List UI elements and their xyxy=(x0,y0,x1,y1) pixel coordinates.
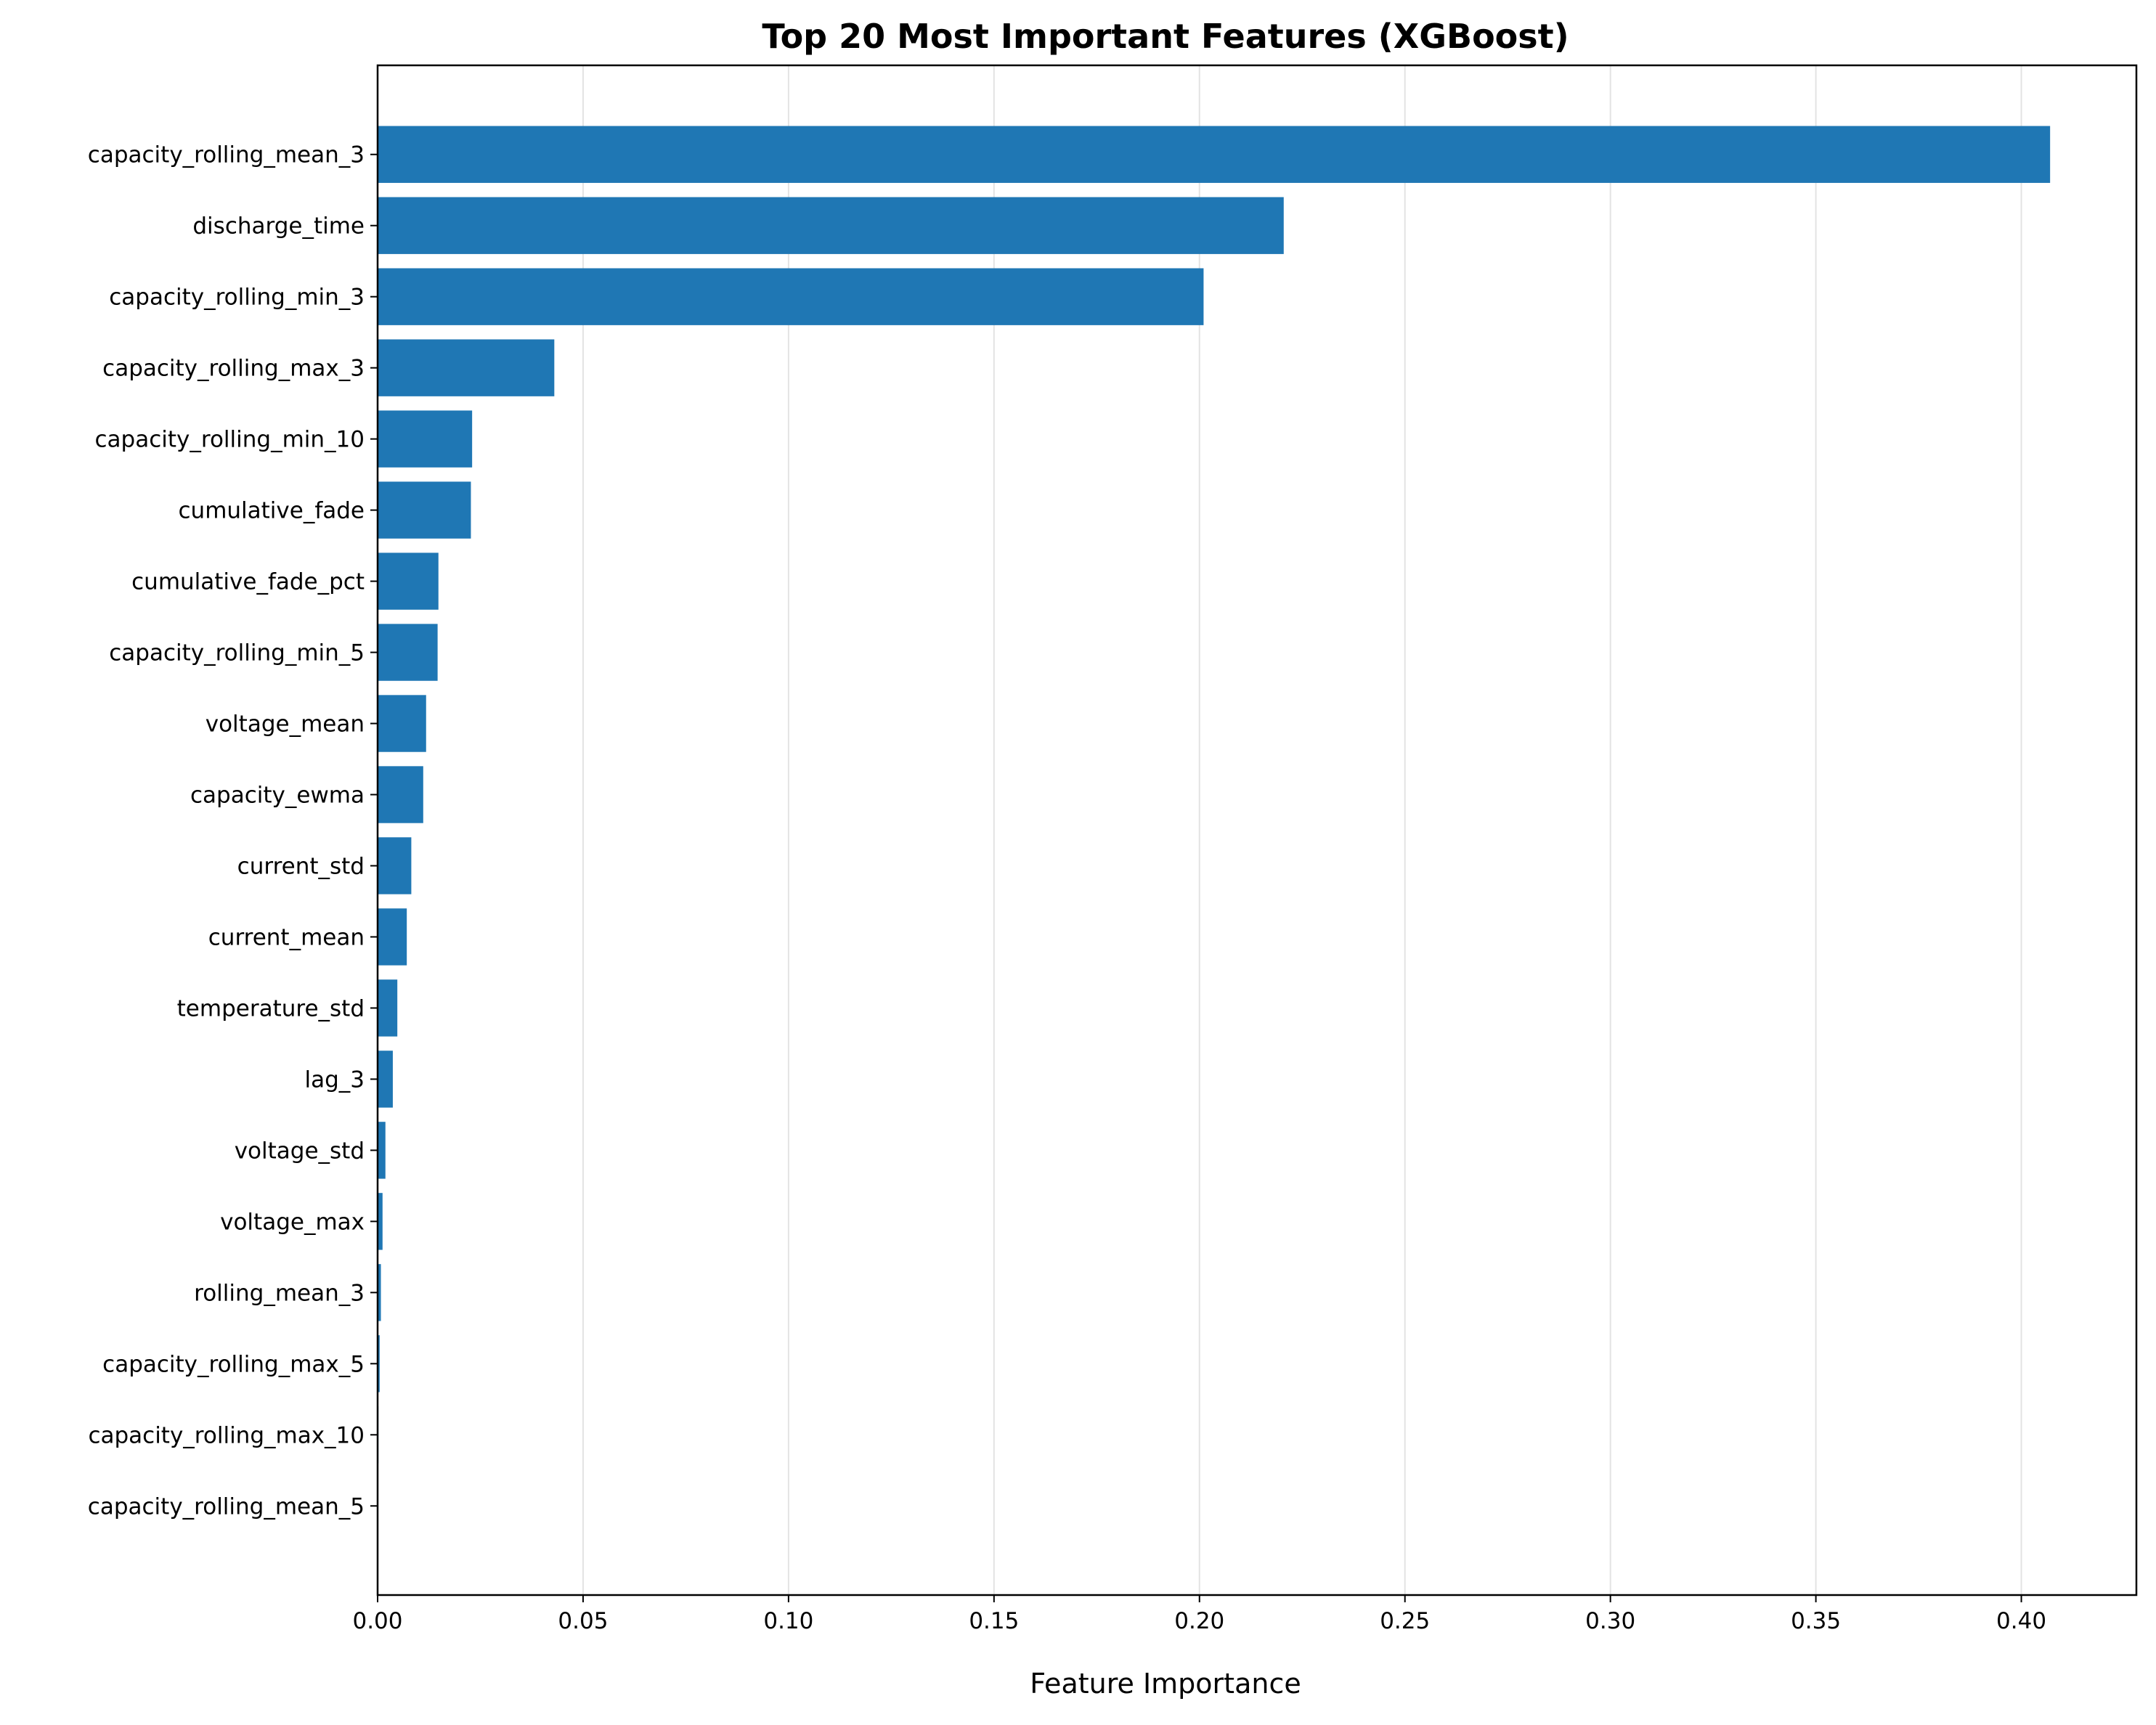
y-tick-label: capacity_ewma xyxy=(190,783,365,809)
bar-capacity_rolling_min_10 xyxy=(378,410,473,468)
bar-capacity_rolling_mean_3 xyxy=(378,126,2051,183)
bar-discharge_time xyxy=(378,197,1284,254)
bar-capacity_rolling_max_5 xyxy=(378,1335,380,1392)
plot-frame xyxy=(376,64,2138,1596)
x-axis-label: Feature Importance xyxy=(1030,1668,1301,1700)
x-tick-label: 0.15 xyxy=(969,1608,1019,1634)
bar-capacity_rolling_min_3 xyxy=(378,268,1204,325)
x-tick-label: 0.35 xyxy=(1791,1608,1841,1634)
y-tick-label: cumulative_fade xyxy=(179,498,365,524)
bar-temperature_std xyxy=(378,979,398,1037)
y-tick-label: lag_3 xyxy=(304,1067,365,1093)
bar-cumulative_fade_pct xyxy=(378,552,439,610)
y-tick-label: capacity_rolling_max_10 xyxy=(88,1422,365,1448)
y-tick-label: cumulative_fade_pct xyxy=(131,569,365,595)
x-tick-label: 0.30 xyxy=(1585,1608,1635,1634)
bar-capacity_rolling_max_3 xyxy=(378,339,555,396)
x-tick-label: 0.20 xyxy=(1174,1608,1224,1634)
y-tick-label: capacity_rolling_min_5 xyxy=(109,640,365,666)
bar-cumulative_fade xyxy=(378,481,471,539)
y-tick-label: voltage_mean xyxy=(206,711,365,738)
x-tick-label: 0.00 xyxy=(352,1608,402,1634)
y-tick-label: capacity_rolling_min_3 xyxy=(109,285,365,311)
y-tick-label: capacity_rolling_max_5 xyxy=(102,1351,365,1377)
x-tick-label: 0.05 xyxy=(558,1608,608,1634)
y-tick-label: capacity_rolling_mean_5 xyxy=(88,1493,365,1520)
bar-capacity_rolling_min_5 xyxy=(378,624,438,681)
y-tick-label: capacity_rolling_min_10 xyxy=(95,427,365,453)
bar-current_std xyxy=(378,837,412,894)
y-tick-label: voltage_std xyxy=(235,1138,365,1164)
x-tick-label: 0.40 xyxy=(1996,1608,2046,1634)
y-tick-label: temperature_std xyxy=(177,995,365,1021)
bar-rolling_mean_3 xyxy=(378,1264,381,1321)
y-tick-label: voltage_max xyxy=(220,1209,365,1235)
x-tick-label: 0.10 xyxy=(763,1608,813,1634)
y-tick-label: capacity_rolling_mean_3 xyxy=(88,142,365,168)
y-tick-label: capacity_rolling_max_3 xyxy=(102,356,365,382)
y-tick-label: current_mean xyxy=(208,924,365,950)
bar-capacity_ewma xyxy=(378,766,423,823)
chart-title: Top 20 Most Important Features (XGBoost) xyxy=(762,17,1569,56)
bar-voltage_max xyxy=(378,1193,383,1250)
y-tick-label: rolling_mean_3 xyxy=(194,1280,365,1306)
bar-current_mean xyxy=(378,908,407,966)
y-tick-label: discharge_time xyxy=(192,213,365,240)
bar-voltage_std xyxy=(378,1122,386,1179)
y-tick-label: current_std xyxy=(237,853,365,879)
x-tick-label: 0.25 xyxy=(1380,1608,1430,1634)
bar-voltage_mean xyxy=(378,695,426,752)
bar-lag_3 xyxy=(378,1051,393,1108)
